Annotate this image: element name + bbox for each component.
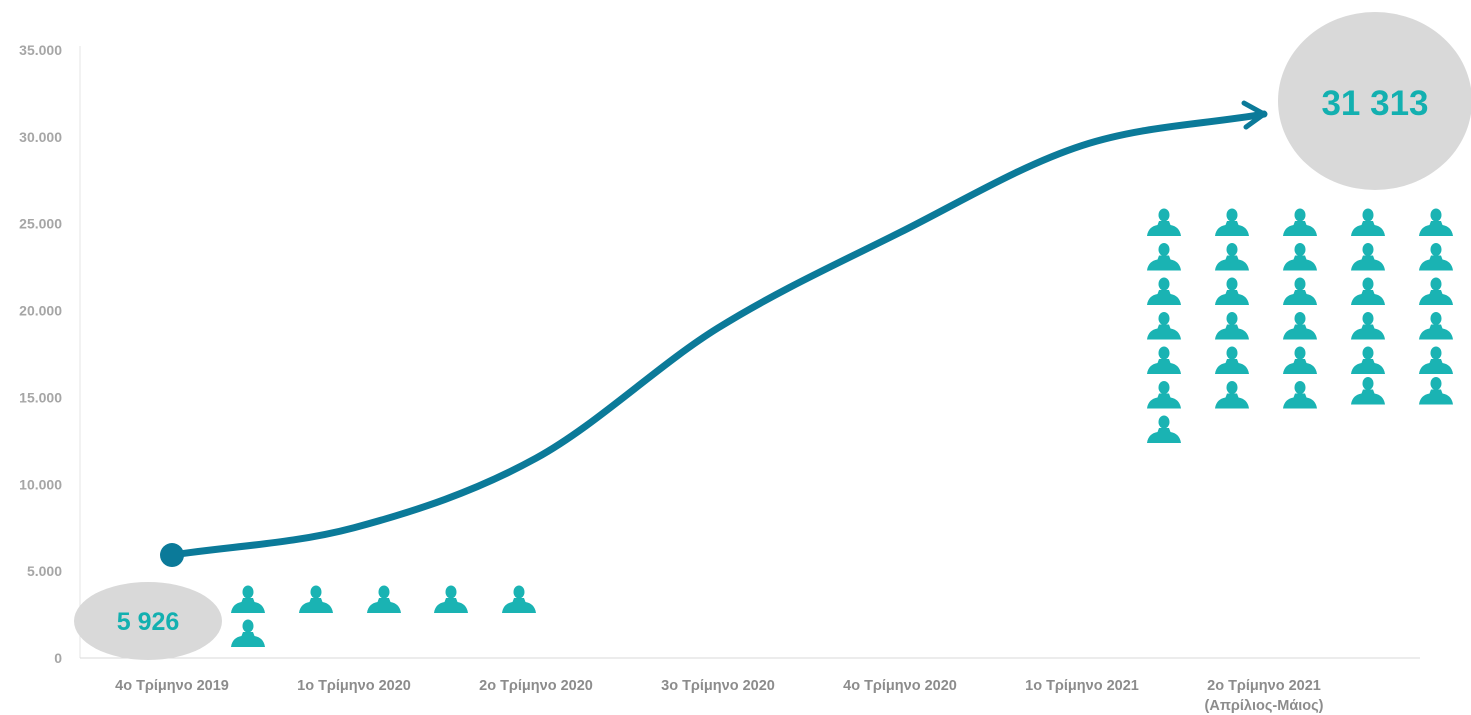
person-icon	[1215, 208, 1249, 236]
arrow-head	[1241, 100, 1267, 130]
person-icon	[1283, 312, 1317, 340]
person-icon	[1215, 381, 1249, 409]
person-icon	[1351, 312, 1385, 340]
start-value-bubble	[74, 582, 222, 660]
person-icon	[299, 585, 333, 613]
person-icon	[1147, 346, 1181, 374]
person-icon	[367, 585, 401, 613]
person-icon	[1283, 208, 1317, 236]
y-tick-label: 25.000	[19, 216, 62, 232]
y-tick-label: 5.000	[27, 563, 62, 579]
y-tick-label: 15.000	[19, 389, 62, 405]
person-icon	[1215, 243, 1249, 271]
person-icon	[1419, 346, 1453, 374]
person-icon	[434, 585, 468, 613]
person-icon	[1215, 312, 1249, 340]
person-icon	[1147, 415, 1181, 443]
y-tick-label: 0	[54, 650, 62, 666]
y-axis-ticks: 0 5.000 10.000 15.000 20.000 25.000 30.000 35.0…	[19, 42, 62, 666]
person-icon	[231, 619, 265, 647]
person-icon	[1419, 208, 1453, 236]
person-icon	[1147, 277, 1181, 305]
x-tick-label: 1ο Τρίμηνο 2021	[1025, 678, 1139, 694]
person-icon	[1419, 377, 1453, 405]
person-icon	[1351, 208, 1385, 236]
person-icon	[1419, 243, 1453, 271]
person-icon	[1283, 277, 1317, 305]
x-tick-label: 2ο Τρίμηνο 2021	[1207, 678, 1321, 694]
person-icon	[1351, 377, 1385, 405]
end-value-label: 31 313	[1321, 84, 1428, 123]
person-icon	[1351, 346, 1385, 374]
person-icon	[1351, 277, 1385, 305]
y-tick-label: 35.000	[19, 42, 62, 58]
person-icon	[1283, 346, 1317, 374]
start-value-label: 5 926	[117, 608, 180, 636]
person-icon	[231, 585, 265, 613]
person-icon	[1215, 346, 1249, 374]
person-icon	[1419, 312, 1453, 340]
x-tick-label: 2ο Τρίμηνο 2020	[479, 678, 593, 694]
person-icon	[1419, 277, 1453, 305]
y-tick-label: 20.000	[19, 303, 62, 319]
value-bubbles: 5 926 31 313	[74, 12, 1471, 660]
person-icon	[1147, 208, 1181, 236]
person-icon	[1147, 312, 1181, 340]
person-icon	[1215, 277, 1249, 305]
y-tick-label: 10.000	[19, 476, 62, 492]
end-value-bubble	[1278, 12, 1471, 190]
person-icon	[1283, 243, 1317, 271]
x-axis-ticks: 4ο Τρίμηνο 2019 1ο Τρίμηνο 2020 2ο Τρίμηνο…	[115, 678, 1324, 714]
x-tick-label: 4ο Τρίμηνο 2019	[115, 678, 229, 694]
person-icon	[502, 585, 536, 613]
y-tick-label: 30.000	[19, 129, 62, 145]
person-icon	[1283, 381, 1317, 409]
x-tick-label: 4ο Τρίμηνο 2020	[843, 678, 957, 694]
person-icon	[1351, 243, 1385, 271]
person-icon	[1147, 381, 1181, 409]
x-tick-label: 1ο Τρίμηνο 2020	[297, 678, 411, 694]
series-line	[168, 110, 1268, 559]
start-point-marker	[160, 543, 184, 568]
x-tick-sublabel: (Απρίλιος-Μάιος)	[1205, 698, 1324, 714]
x-tick-label: 3ο Τρίμηνο 2020	[661, 678, 775, 694]
person-icon	[1147, 243, 1181, 271]
people-icons	[231, 208, 1453, 647]
series-layer	[160, 100, 1268, 568]
